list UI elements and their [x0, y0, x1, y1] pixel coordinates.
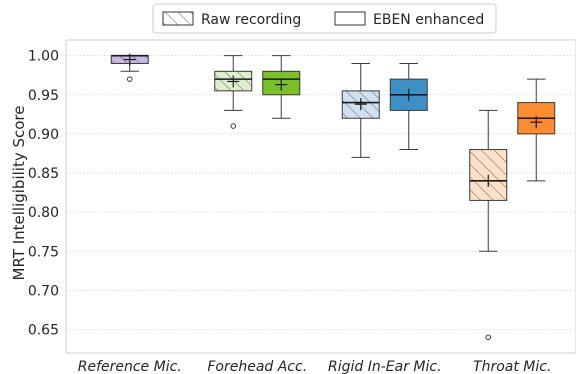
y-tick-label: 0.85 — [28, 166, 59, 182]
box-forehead-acc-eben — [262, 55, 301, 119]
x-category-label: Throat Mic. — [473, 359, 551, 374]
y-tick-label: 0.70 — [28, 283, 59, 299]
box-rigid-in-ear-mic-raw — [341, 62, 380, 158]
legend-swatch-hatch — [162, 11, 194, 26]
legend-swatch — [334, 11, 366, 26]
outlier-point — [126, 76, 133, 82]
box-throat-mic-eben — [517, 78, 556, 182]
plot-frame — [65, 39, 576, 354]
plot-border — [65, 39, 576, 354]
y-tick-label: 0.65 — [28, 323, 59, 339]
box-forehead-acc-raw — [214, 55, 253, 129]
box-reference-mic-raw — [110, 53, 149, 82]
box-layer — [110, 53, 556, 341]
y-tick-label: 0.80 — [28, 205, 59, 221]
x-category-labels: Reference Mic. Forehead Acc. Rigid In-Ear … — [78, 359, 552, 374]
x-category-label: Forehead Acc. — [207, 359, 307, 374]
x-category-label: Reference Mic. — [78, 359, 182, 374]
y-tick-label: 0.75 — [28, 244, 59, 260]
y-axis-title: MRT Intelligibility Score — [10, 106, 28, 281]
y-tick-label: 0.90 — [28, 127, 59, 143]
legend-box — [152, 3, 497, 34]
box-rigid-in-ear-mic-eben — [389, 62, 428, 151]
box-throat-mic-raw — [469, 109, 508, 341]
legend-label: Raw recording — [201, 12, 301, 28]
y-tick-labels: 0.65 0.70 0.75 0.80 0.85 0.90 0.95 1.00 — [28, 49, 59, 339]
x-category-label: Rigid In-Ear Mic. — [328, 359, 442, 374]
y-tick-label: 0.95 — [28, 88, 59, 104]
outlier-point — [485, 334, 492, 341]
y-tick-label: 1.00 — [28, 49, 59, 65]
legend-label: EBEN enhanced — [373, 12, 484, 28]
legend: Raw recording EBEN enhanced — [152, 3, 497, 34]
outlier-point — [230, 123, 237, 129]
